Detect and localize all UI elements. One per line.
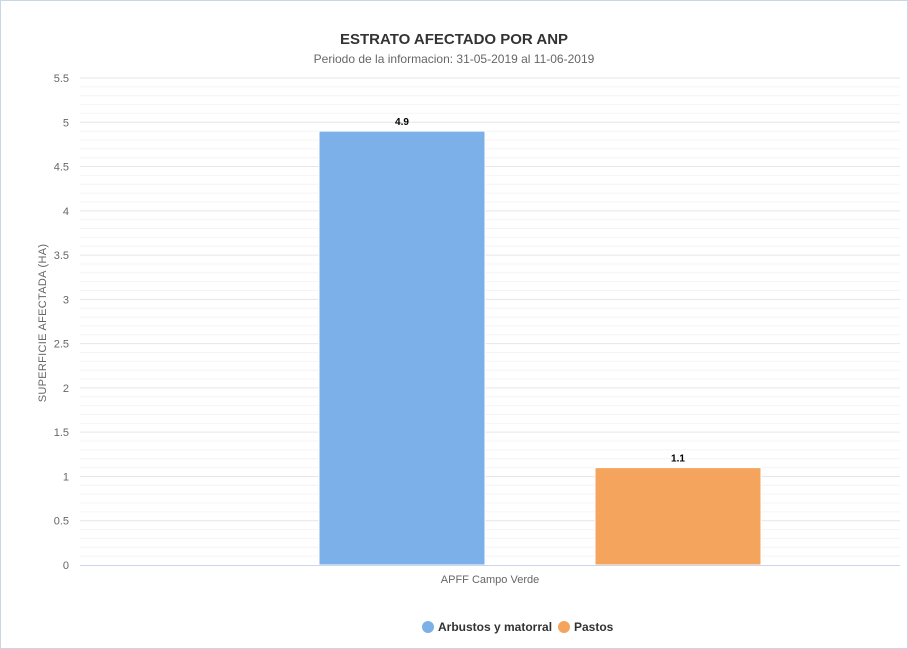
legend: Arbustos y matorral Pastos xyxy=(422,620,614,634)
y-axis-ticks: 0 0.5 1 1.5 2 2.5 3 3.5 4 4.5 5 5.5 xyxy=(54,73,69,572)
data-label: 4.9 xyxy=(395,117,409,128)
y-tick-label: 2.5 xyxy=(54,339,69,351)
bars: 4.9 1.1 xyxy=(318,117,762,566)
y-axis-label: SUPERFICIE AFECTADA (HA) xyxy=(37,244,49,403)
y-tick-label: 2 xyxy=(63,383,69,395)
y-tick-label: 4 xyxy=(63,206,69,218)
legend-marker xyxy=(558,621,570,633)
x-category-label: APFF Campo Verde xyxy=(441,574,539,586)
y-tick-label: 5 xyxy=(63,117,69,129)
y-tick-label: 3.5 xyxy=(54,250,69,262)
y-tick-label: 1.5 xyxy=(54,427,69,439)
y-tick-label: 5.5 xyxy=(54,73,69,85)
bar xyxy=(318,130,486,566)
chart-subtitle: Periodo de la informacion: 31-05-2019 al… xyxy=(314,52,595,66)
y-tick-label: 3 xyxy=(63,294,69,306)
x-axis-categories: APFF Campo Verde xyxy=(441,574,539,586)
chart-title: ESTRATO AFECTADO POR ANP xyxy=(340,31,568,48)
bar xyxy=(594,467,762,566)
legend-item[interactable]: Arbustos y matorral xyxy=(422,620,552,634)
y-tick-label: 1 xyxy=(63,471,69,483)
data-label: 1.1 xyxy=(671,454,685,465)
legend-marker xyxy=(422,621,434,633)
legend-label: Pastos xyxy=(574,620,614,634)
legend-label: Arbustos y matorral xyxy=(438,620,552,634)
y-tick-label: 4.5 xyxy=(54,162,69,174)
gridlines xyxy=(80,77,900,557)
legend-item[interactable]: Pastos xyxy=(558,620,614,634)
y-tick-label: 0 xyxy=(63,560,69,572)
y-tick-label: 0.5 xyxy=(54,516,69,528)
